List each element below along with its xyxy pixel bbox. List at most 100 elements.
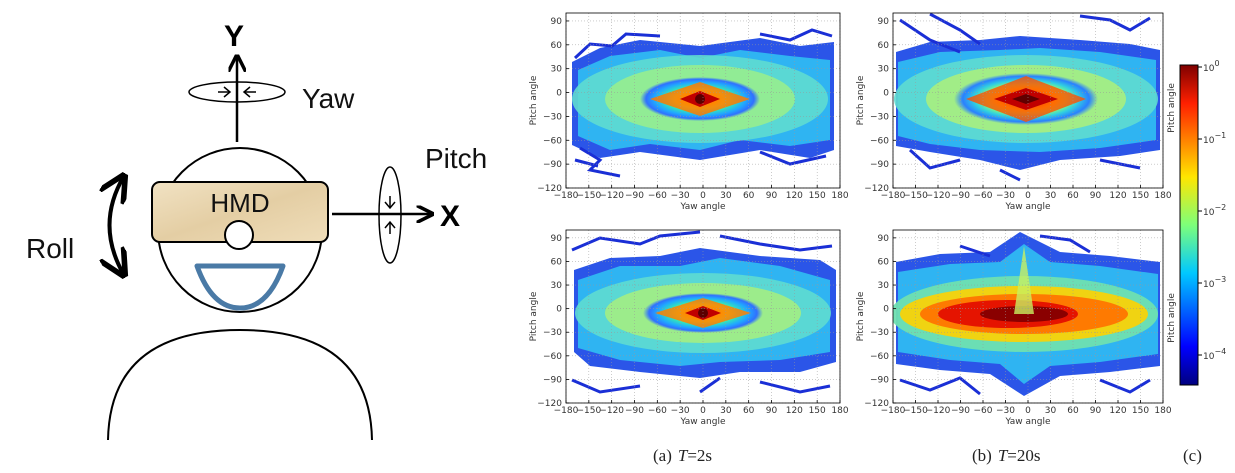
x-tick-label: −90 <box>625 406 644 416</box>
y-tick-label: 0 <box>556 305 562 315</box>
x-tick-label: 0 <box>1025 406 1031 416</box>
x-tick-label: −120 <box>599 191 624 201</box>
x-tick-label: −150 <box>576 406 601 416</box>
x-tick-label: 30 <box>1045 406 1057 416</box>
y-tick-label: −60 <box>543 352 562 362</box>
colorbar-tick-label: 10−3 <box>1203 275 1226 290</box>
panel-a-top <box>566 13 840 188</box>
panel-b-bottom <box>893 230 1163 403</box>
y-tick-label: −60 <box>543 136 562 146</box>
x-tick-label: −30 <box>671 191 690 201</box>
x-tick-label: 150 <box>809 406 826 416</box>
x-tick-label: −180 <box>554 406 579 416</box>
x-tick-label: 0 <box>700 191 706 201</box>
x-tick-label: −90 <box>951 191 970 201</box>
x-tick-label: −90 <box>951 406 970 416</box>
hmd-lens <box>224 220 254 250</box>
caption-c: (c) <box>1183 446 1202 465</box>
y-tick-label: 30 <box>878 65 890 75</box>
y-tick-label: −90 <box>870 375 889 385</box>
caption-a-value: =2s <box>687 446 712 465</box>
x-tick-label: −30 <box>996 191 1015 201</box>
y-tick-label: −120 <box>537 184 562 194</box>
x-tick-label: 30 <box>720 191 732 201</box>
x-tick-label: 120 <box>786 191 803 201</box>
colorbar-tick-label: 10−1 <box>1203 131 1226 146</box>
pitch-label: Pitch <box>425 143 487 174</box>
x-axis-label: X <box>440 200 460 233</box>
x-tick-label: 60 <box>1067 406 1079 416</box>
y-tick-label: −60 <box>870 136 889 146</box>
x-tick-label: −120 <box>926 191 951 201</box>
y-tick-label: 90 <box>551 17 563 27</box>
x-tick-label: 30 <box>1045 191 1057 201</box>
x-tick-label: −180 <box>881 191 906 201</box>
x-tick-label: 180 <box>1154 191 1171 201</box>
y-tick-label: −90 <box>543 375 562 385</box>
x-tick-label: 180 <box>1154 406 1171 416</box>
x-axis-label: Yaw angle <box>1005 417 1051 427</box>
hmd-diagram: HMD Y Yaw X Pitch Roll <box>26 20 487 441</box>
x-tick-label: −90 <box>625 191 644 201</box>
x-tick-label: 30 <box>720 406 732 416</box>
x-axis-label: Yaw angle <box>680 417 726 427</box>
y-tick-label: 90 <box>878 17 890 27</box>
y-tick-label: −30 <box>543 112 562 122</box>
x-tick-label: −30 <box>671 406 690 416</box>
mouth <box>194 263 286 311</box>
x-tick-label: −150 <box>903 406 928 416</box>
shoulders <box>107 328 373 441</box>
x-tick-label: 180 <box>831 191 848 201</box>
y-tick-label: −30 <box>543 328 562 338</box>
x-tick-label: 60 <box>1067 191 1079 201</box>
x-axis-label: Yaw angle <box>1005 202 1051 212</box>
caption-a: (a) T=2s <box>653 446 712 465</box>
y-tick-label: 60 <box>551 257 563 267</box>
roll-arrow <box>110 176 125 275</box>
x-tick-label: −180 <box>554 191 579 201</box>
y-tick-label: −90 <box>543 160 562 170</box>
caption-a-prefix: (a) <box>653 446 672 465</box>
x-tick-label: 150 <box>1132 191 1149 201</box>
pitch-rotation-icon <box>378 166 402 264</box>
x-tick-label: 90 <box>1090 191 1102 201</box>
caption-b-var: T <box>998 446 1009 465</box>
y-tick-label: −120 <box>864 184 889 194</box>
y-axis-label: Pitch angle <box>856 75 866 125</box>
y-tick-label: 0 <box>883 89 889 99</box>
y-tick-label: −120 <box>864 399 889 409</box>
colorbar-gradient <box>1179 64 1199 386</box>
x-tick-label: 120 <box>786 406 803 416</box>
x-tick-label: −120 <box>926 406 951 416</box>
x-tick-label: −120 <box>599 406 624 416</box>
colorbar-tick-label: 10−4 <box>1203 347 1226 362</box>
colorbar-tick-label: 10−2 <box>1203 203 1226 218</box>
x-tick-label: −60 <box>648 191 667 201</box>
x-tick-label: −150 <box>576 191 601 201</box>
x-tick-label: 90 <box>766 406 778 416</box>
colorbar-ticks: 100 10−1 10−2 10−3 10−4 <box>1198 59 1226 362</box>
yaw-label: Yaw <box>302 83 355 114</box>
y-axis-label: Pitch angle <box>529 75 539 125</box>
colorbar-side-label-top: Pitch angle <box>1167 83 1177 133</box>
x-tick-label: −180 <box>881 406 906 416</box>
caption-b: (b) T=20s <box>972 446 1041 465</box>
x-tick-label: −30 <box>996 406 1015 416</box>
x-tick-label: 60 <box>743 406 755 416</box>
y-axis-label: Pitch angle <box>856 291 866 341</box>
x-tick-label: 180 <box>831 406 848 416</box>
x-tick-label: 150 <box>809 191 826 201</box>
x-tick-label: 120 <box>1109 406 1126 416</box>
y-tick-label: −60 <box>870 352 889 362</box>
y-tick-label: −30 <box>870 328 889 338</box>
x-tick-label: 0 <box>1025 191 1031 201</box>
caption-b-prefix: (b) <box>972 446 992 465</box>
heatmap-axes: −180−150−120 −90 −60 −30 0 30 60 90 120 150 180906… <box>529 12 1172 427</box>
y-tick-label: 30 <box>551 281 563 291</box>
yaw-rotation-icon <box>188 81 286 103</box>
colorbar: 100 10−1 10−2 10−3 10−4 Pitch angle Pitch an… <box>1167 59 1226 386</box>
y-tick-label: 60 <box>878 41 890 51</box>
caption-a-var: T <box>678 446 689 465</box>
y-tick-label: −90 <box>870 160 889 170</box>
